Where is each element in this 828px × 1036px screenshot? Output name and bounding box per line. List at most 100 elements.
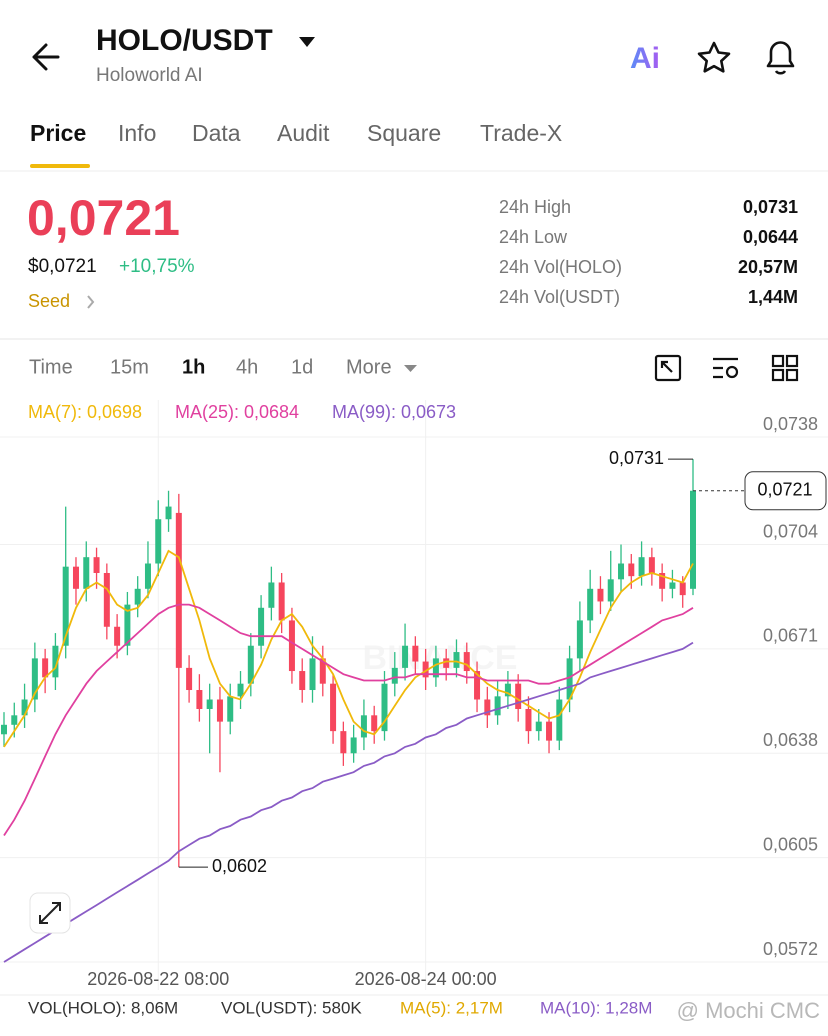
timeframe[interactable]: More [346,356,392,378]
legend-entry: MA(7): 0,0698 [28,402,142,422]
timeframe[interactable]: 1h [182,356,205,378]
candle-body [402,645,409,668]
tab[interactable]: Data [192,120,241,146]
stat-value: 1,44M [748,287,798,307]
stat-label: 24h Vol(USDT) [499,287,620,307]
candle-body [566,658,573,700]
candle-body [52,645,59,678]
timeframe[interactable]: 4h [236,356,258,378]
candle-body [288,620,295,672]
stat-label: 24h Low [499,227,568,247]
candle-body [268,582,275,608]
candle-body [669,582,676,589]
candle-body [535,721,542,732]
pair-dropdown[interactable] [299,37,315,47]
alert-button[interactable] [766,41,795,75]
candle-body [103,572,110,627]
pair-subtitle: Holoworld AI [96,65,203,86]
candle-body [443,658,450,668]
candle-body [618,563,625,580]
legend-entry: MA(25): 0,0684 [175,402,299,422]
pair-title[interactable]: HOLO/USDT [96,24,273,57]
volume-indicator: VOL(USDT): 580K [221,998,362,1017]
tab[interactable]: Audit [277,120,330,146]
candle-body [1,724,7,735]
x-tick-label: 2026-08-22 08:00 [87,969,229,989]
candle-body [638,557,645,577]
candle-body [607,579,614,602]
candle-body [278,582,285,621]
toolbar-icons[interactable] [654,354,799,382]
y-tick-label: 0,0605 [763,834,818,854]
y-tick-label: 0,0704 [763,521,818,541]
candle-body [350,737,357,754]
watermark: @ Mochi CMC [677,998,820,1023]
candle-body [62,566,69,646]
candle-body [299,671,306,691]
candle-body [391,667,398,684]
ai-button[interactable]: Ai [630,42,660,75]
candle-body [155,519,162,564]
y-tick-label: 0,0572 [763,939,818,959]
seed-tag[interactable]: Seed [28,291,70,311]
moving-average-line [3,641,694,963]
last-price: 0,0721 [27,190,180,246]
candle-body [422,661,429,678]
candle-body [196,690,203,709]
stat-value: 0,0731 [743,197,798,217]
candle-body [679,582,686,596]
volume-indicator: VOL(HOLO): 8,06M [28,998,178,1017]
stat-label: 24h High [499,197,571,217]
candle-body [237,683,244,697]
candle-body [576,620,583,659]
timeframe[interactable]: 1d [291,356,313,378]
tab[interactable]: Info [118,120,156,146]
candle-body [360,715,367,738]
legend-entry: MA(99): 0,0673 [332,402,456,422]
candle-body [134,588,141,605]
candle-body [412,645,419,662]
candle-body [556,699,563,741]
candle-body [319,658,326,684]
tab[interactable]: Trade-X [480,120,562,146]
timeframe[interactable]: 15m [110,356,149,378]
candle-body [484,699,491,716]
candle-body [165,506,172,520]
timeframe[interactable]: Time [29,356,73,378]
candle-body [206,699,213,709]
candle-body [42,658,49,678]
candle-body [628,563,635,577]
candle-body [175,512,182,668]
candle-body [474,671,481,700]
tab[interactable]: Square [367,120,441,146]
favorite-button[interactable] [697,41,731,73]
candle-body [504,683,511,697]
candle-body [11,715,18,725]
candle-body [83,557,90,589]
last-price-box [744,471,827,511]
candle-body [258,607,265,646]
candle-body [371,715,378,732]
candle-body [186,667,193,691]
candle-body [72,566,79,589]
chart-watermark: BINANCE [363,639,518,677]
y-tick-label: 0,0671 [763,626,818,646]
last-price-label: 0,0721 [757,480,812,500]
candle-body [247,645,254,684]
moving-average-line [3,549,694,748]
candle-body [227,696,234,722]
candle-body [216,699,223,722]
candle-body [124,604,131,646]
candle-body [114,626,121,646]
back-button[interactable] [32,43,60,71]
candle-body [648,557,655,573]
candle-body [340,731,347,754]
volume-indicator: MA(5): 2,17M [400,998,503,1017]
candle-body [93,557,100,573]
stat-value: 20,57M [738,257,798,277]
candle-body [494,696,501,716]
candle-body [546,721,553,741]
tab[interactable]: Price [30,120,86,146]
y-tick-label: 0,0738 [763,414,818,434]
